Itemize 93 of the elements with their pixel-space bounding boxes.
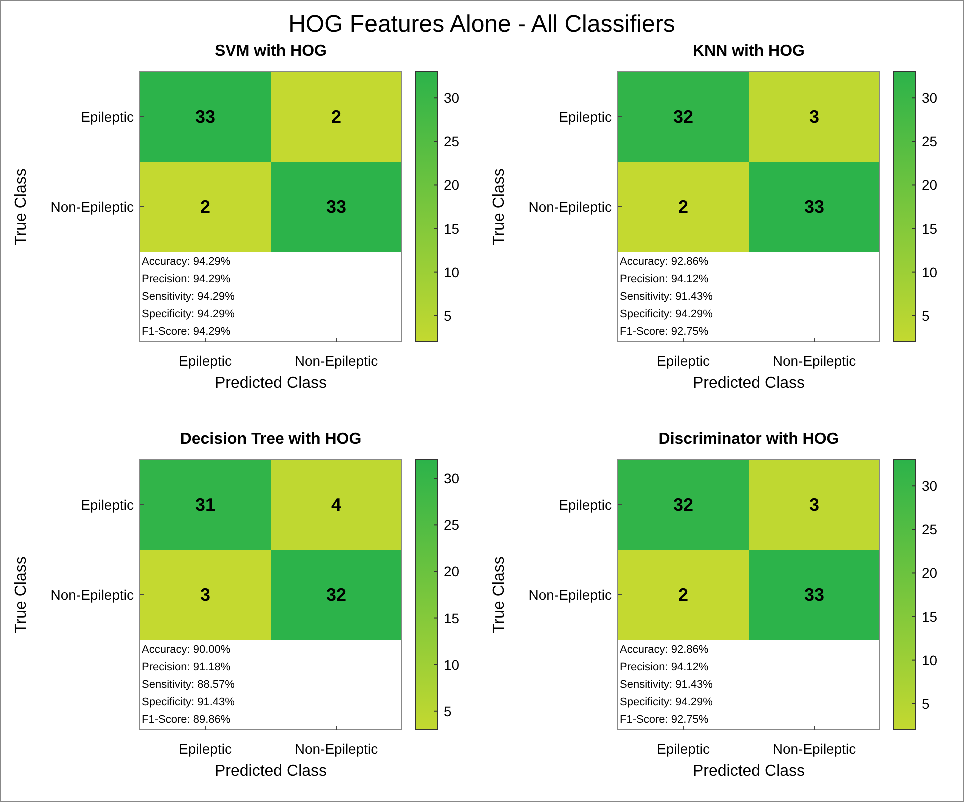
x-axis-title: Predicted Class	[692, 375, 806, 392]
y-tick-label: Epileptic	[81, 497, 134, 513]
x-tick-label: Epileptic	[657, 353, 710, 369]
color-bar-label: 5	[922, 696, 930, 712]
data-label: 3	[809, 107, 820, 127]
y-axis-title: True Class	[491, 168, 508, 246]
y-tick-label: Non-Epileptic	[50, 199, 134, 215]
y-axis-title: True Class	[13, 168, 30, 246]
color-bar-label: 10	[922, 264, 938, 280]
color-bar-label: 5	[922, 308, 930, 324]
y-axis-title: True Class	[491, 556, 508, 634]
text: Sensitivity: 88.57%	[142, 679, 236, 691]
color-bar-label: 5	[444, 308, 452, 324]
colorbar: 5 10 15 20 25 30	[416, 460, 460, 730]
text: Specificity: 94.29%	[620, 696, 714, 708]
colorbar: 5 10 15 20 25 30	[894, 460, 938, 730]
data-label: 33	[326, 197, 347, 217]
x-tick-label: Non-Epileptic	[772, 741, 856, 757]
color-bar-label: 25	[444, 517, 460, 534]
x-axis-title: Predicted Class	[692, 763, 806, 780]
data-label: 31	[195, 495, 216, 515]
color-bar-label: 20	[922, 565, 938, 582]
text: HOG Features Alone - All Classifiers	[288, 11, 676, 38]
text: Specificity: 91.43%	[142, 696, 236, 708]
color-bar-label: 25	[922, 522, 938, 538]
y-tick-label: Non-Epileptic	[528, 199, 612, 215]
text: Precision: 94.12%	[620, 662, 709, 674]
y-tick-label: Epileptic	[559, 497, 612, 513]
y-tick-label: Non-Epileptic	[528, 587, 612, 603]
text: Sensitivity: 91.43%	[620, 291, 714, 303]
color-bar-label: 15	[922, 220, 938, 237]
x-tick-label: Non-Epileptic	[294, 353, 378, 369]
chart-title: KNN with HOG	[693, 43, 805, 60]
color-bar-label: 15	[444, 610, 460, 626]
data-label: 4	[331, 495, 342, 515]
text: Accuracy: 92.86%	[620, 644, 709, 656]
color-bar-label: 30	[444, 470, 460, 487]
text: Sensitivity: 94.29%	[142, 291, 236, 303]
colorbar: 5 10 15 20 25 30	[416, 72, 460, 342]
text: Precision: 94.12%	[620, 274, 709, 286]
data-label: 3	[809, 495, 820, 515]
text: Specificity: 94.29%	[620, 308, 714, 320]
y-axis-title: True Class	[13, 556, 30, 634]
colorbar: 5 10 15 20 25 30	[894, 72, 938, 342]
text: Accuracy: 92.86%	[620, 256, 709, 268]
text: F1-Score: 89.86%	[142, 714, 231, 726]
color-bar-label: 15	[444, 220, 460, 237]
chart-title: SVM with HOG	[215, 43, 327, 60]
color-bar-label: 20	[444, 564, 460, 580]
text: Sensitivity: 91.43%	[620, 679, 714, 691]
text: Accuracy: 90.00%	[142, 644, 231, 656]
color-bar-label: 20	[444, 177, 460, 194]
data-label: 32	[326, 585, 347, 605]
color-bar-label: 30	[922, 478, 938, 494]
color-bar-label: 20	[922, 177, 938, 194]
text: F1-Score: 92.75%	[620, 714, 709, 726]
text: F1-Score: 92.75%	[620, 326, 709, 338]
text: Precision: 94.29%	[142, 274, 231, 286]
y-tick-label: Epileptic	[81, 109, 134, 125]
chart-title: Discriminator with HOG	[658, 431, 840, 448]
color-bar-label: 15	[922, 608, 938, 625]
data-label: 2	[678, 197, 689, 217]
color-bar-label: 5	[444, 703, 452, 720]
text: Specificity: 94.29%	[142, 308, 236, 320]
x-axis-title: Predicted Class	[214, 763, 328, 780]
color-bar-label: 30	[922, 90, 938, 106]
x-axis-title: Predicted Class	[214, 375, 328, 392]
chart-title: Decision Tree with HOG	[180, 431, 362, 448]
color-bar-label: 10	[444, 656, 460, 673]
x-tick-label: Epileptic	[179, 741, 232, 757]
data-label: 3	[200, 585, 211, 605]
data-label: 32	[673, 107, 694, 127]
x-tick-label: Non-Epileptic	[772, 353, 856, 369]
color-bar-label: 25	[444, 134, 460, 150]
data-label: 2	[331, 107, 342, 127]
data-label: 33	[804, 585, 825, 605]
text: Accuracy: 94.29%	[142, 256, 231, 268]
data-label: 33	[195, 107, 216, 127]
y-tick-label: Non-Epileptic	[50, 587, 134, 603]
data-label: 32	[673, 495, 694, 515]
y-tick-label: Epileptic	[559, 109, 612, 125]
color-bar-label: 25	[922, 134, 938, 150]
x-tick-label: Non-Epileptic	[294, 741, 378, 757]
x-tick-label: Epileptic	[179, 353, 232, 369]
text: F1-Score: 94.29%	[142, 326, 231, 338]
color-bar-label: 10	[922, 652, 938, 668]
color-bar-label: 30	[444, 90, 460, 106]
data-label: 2	[678, 585, 689, 605]
x-tick-label: Epileptic	[657, 741, 710, 757]
data-label: 2	[200, 197, 211, 217]
data-label: 33	[804, 197, 825, 217]
text: Precision: 91.18%	[142, 662, 231, 674]
color-bar-label: 10	[444, 264, 460, 280]
